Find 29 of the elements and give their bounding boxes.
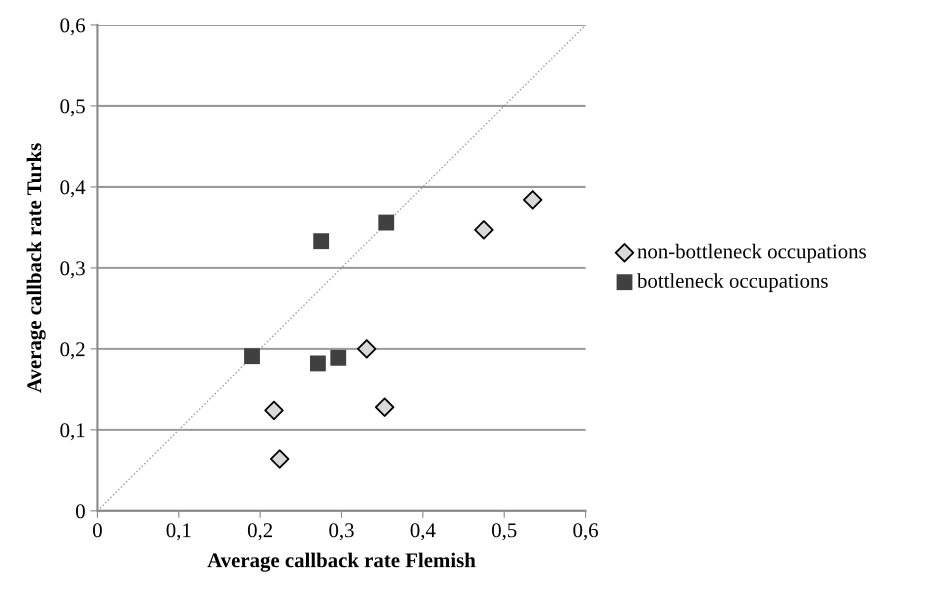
point (357, 339, 376, 359)
x-tick-label: 0,1 (166, 523, 191, 540)
point (264, 400, 284, 420)
x-tick-label: 0,2 (248, 523, 272, 540)
point (474, 220, 494, 240)
point (378, 214, 394, 230)
point (330, 350, 346, 366)
y-tick-label: 0,2 (60, 342, 84, 360)
y-tick-label: 0,1 (60, 423, 84, 440)
point (270, 449, 290, 469)
x-tick-label: 0,5 (492, 523, 516, 540)
legend-label: non-bottleneck occupations (637, 244, 866, 263)
legend-label: bottleneck occupations (637, 273, 828, 292)
x-tick-label: 0 (93, 523, 102, 538)
point (374, 397, 394, 417)
x-axis-title: Average callback rate Flemish (207, 552, 476, 572)
y-tick-label: 0,5 (60, 99, 85, 116)
y-tick-label: 0,4 (60, 180, 86, 198)
y-tick-label: 0 (76, 504, 85, 518)
x-tick-label: 0,4 (410, 523, 436, 540)
point (523, 190, 542, 210)
point (244, 348, 260, 364)
x-tick-label: 0,3 (329, 523, 354, 540)
y-axis-title: Average callback rate Turks (26, 143, 46, 393)
y-tick-label: 0,3 (60, 261, 85, 278)
point (310, 356, 326, 372)
x-tick-label: 0,6 (573, 523, 598, 540)
point (313, 233, 330, 250)
y-tick-label: 0,6 (60, 18, 86, 36)
